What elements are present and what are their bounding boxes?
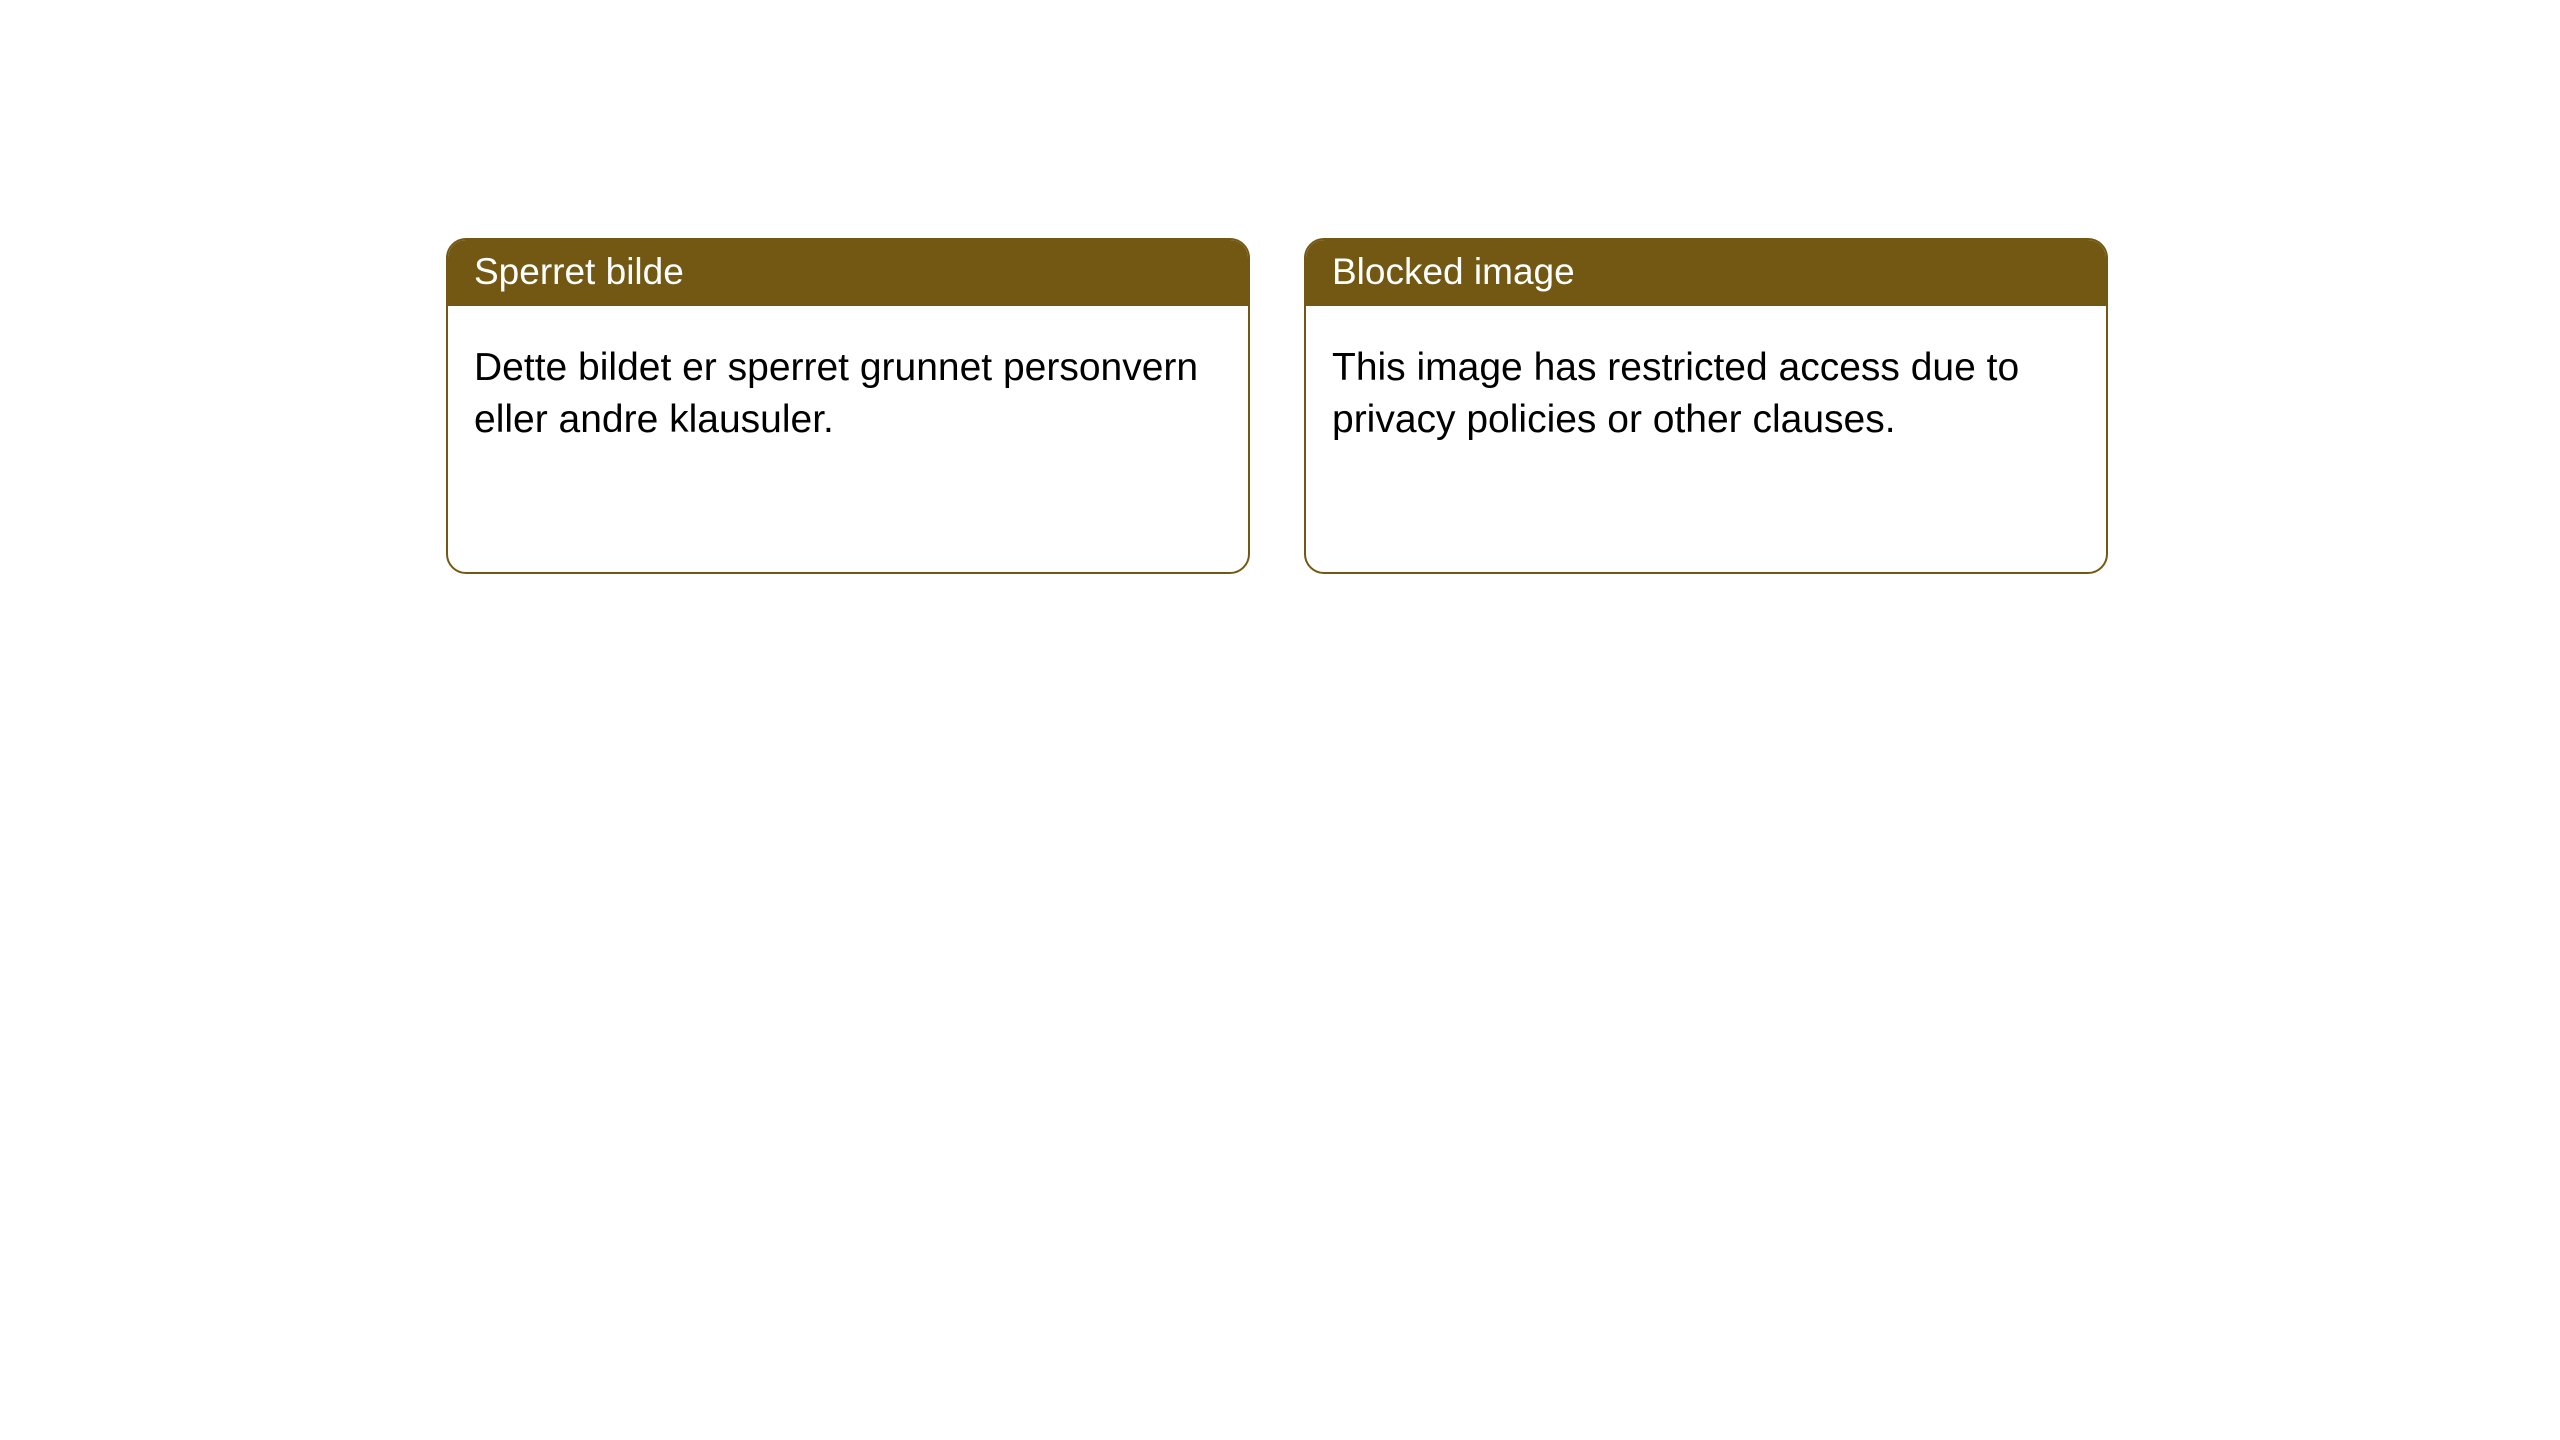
notice-body: Dette bildet er sperret grunnet personve…: [448, 306, 1248, 483]
notice-title: Sperret bilde: [448, 240, 1248, 306]
notice-card-norwegian: Sperret bilde Dette bildet er sperret gr…: [446, 238, 1250, 574]
notice-container: Sperret bilde Dette bildet er sperret gr…: [0, 0, 2560, 574]
notice-title: Blocked image: [1306, 240, 2106, 306]
notice-card-english: Blocked image This image has restricted …: [1304, 238, 2108, 574]
notice-body: This image has restricted access due to …: [1306, 306, 2106, 483]
